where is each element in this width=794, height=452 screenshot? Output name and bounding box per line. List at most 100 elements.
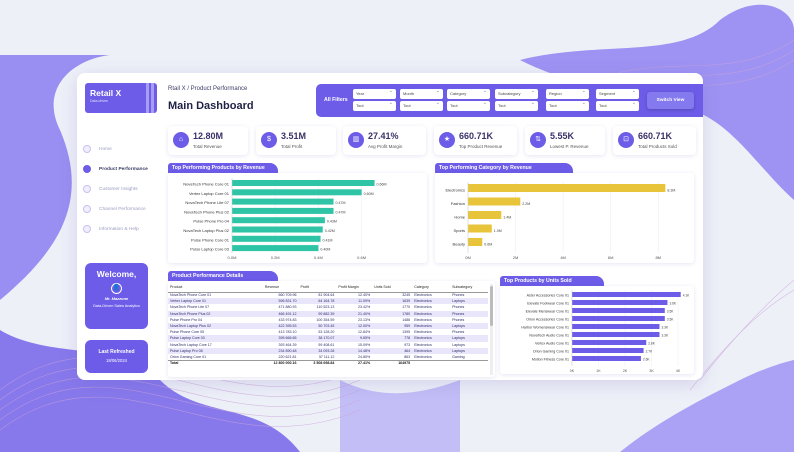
table-cell: Gaming [452, 354, 465, 359]
table-row[interactable]: NovaTech Laptop Core 17 393 464.39 59 408.… [168, 342, 488, 348]
filter-value[interactable]: Tout [353, 100, 396, 111]
table-row[interactable]: NovaTech Laptop Plus 02 422 395.53 50 703.… [168, 322, 488, 330]
table-cell: Orion Gaming Core 01 [170, 354, 207, 359]
table-cell: 1639 [372, 298, 413, 305]
data-label: 0.42M [325, 229, 335, 233]
column-header[interactable]: Profit [298, 283, 337, 293]
app-logo[interactable]: Retail X Data-driven [85, 83, 157, 113]
sidebar: Retail X Data-driven Home Product Perfor… [77, 73, 157, 380]
table-cell: Electronics [412, 322, 451, 330]
bar [232, 235, 321, 242]
column-header[interactable]: Revenue [262, 283, 299, 293]
column-header[interactable]: Subcategory [450, 283, 488, 293]
product-details-table: Product Revenue Profit Profit Margin Uni… [168, 283, 488, 367]
table-total-cell: 3 508 698.84 [298, 359, 337, 367]
column-header[interactable]: Units Sold [372, 283, 413, 293]
kpi-label: Top Product Revenue [459, 144, 503, 149]
kpi-label: Avg Profit Margin [368, 144, 403, 149]
user-avatar-icon[interactable]: 👤 [111, 283, 122, 294]
table-cell: 413 783.10 [278, 330, 297, 335]
table-total-cell [450, 359, 488, 367]
category-label: Fashion [451, 201, 465, 206]
bar [572, 348, 644, 353]
sidebar-item-label: Customer Insights [99, 186, 138, 192]
bar [572, 292, 681, 297]
table-cell: Pulse Laptop Pro 08 [168, 347, 263, 354]
table-cell: 1780 [372, 310, 413, 317]
kpi-value: 660.71K [638, 131, 673, 141]
table-row[interactable]: NovaTech Phone Core 01 660 709.96 81 904.6… [168, 292, 488, 298]
sidebar-item-home[interactable]: Home [83, 139, 157, 159]
table-cell: 660 709.96 [278, 293, 297, 298]
filter-value[interactable]: Tout [546, 100, 589, 111]
filter-value[interactable]: Tout [596, 100, 639, 111]
table-cell: 38 170.07 [298, 335, 337, 342]
filter-value[interactable]: Tout [400, 100, 443, 111]
table-cell: 12.84% [357, 330, 371, 335]
data-label: 3.3K [661, 326, 668, 330]
scrollbar-thumb[interactable] [490, 286, 493, 326]
last-refreshed-card: Last Refreshed 18/06/2024 [85, 340, 148, 373]
table-cell: 50 703.45 [298, 322, 337, 330]
switch-view-button[interactable]: Switch View [647, 92, 694, 109]
sidebar-item-product-performance[interactable]: Product Performance [83, 159, 157, 179]
table-cell: Phones [452, 305, 465, 310]
sidebar-item-label: Channel Performance [99, 206, 146, 212]
sidebar-item-label: Information & Help [99, 226, 139, 232]
table-cell: Electronics [412, 310, 451, 317]
table-cell: 393 464.39 [278, 342, 297, 347]
filter-name: Month [400, 88, 443, 99]
table-scrollbar[interactable] [490, 284, 493, 375]
bar [572, 332, 660, 337]
table-row[interactable]: Pulse Laptop Pro 08 234 890.48 34 093.28 14… [168, 347, 488, 354]
column-header[interactable]: Product [168, 283, 263, 293]
table-row[interactable]: Pulse Phone Pro 04 433 974.83 100 354.59 23… [168, 317, 488, 323]
column-header[interactable]: Profit Margin [336, 283, 373, 293]
filter-name: Subcategory [495, 88, 538, 99]
data-label: 0.41M [323, 238, 333, 242]
table-cell: 1395 [402, 330, 411, 335]
table-row[interactable]: Vertex Laptop Core 01 596 831.70 64 164.78… [168, 298, 488, 305]
sidebar-item-channel-performance[interactable]: Channel Performance [83, 199, 157, 219]
tick-label: 6M [608, 255, 614, 260]
filter-year[interactable]: Year Tout [353, 88, 396, 111]
table-row[interactable]: NovaTech Phone Plus 02 466 491.12 99 882.3… [168, 310, 488, 317]
table-cell: 9.65% [336, 335, 373, 342]
bar [232, 198, 334, 205]
sidebar-nav: Home Product Performance Customer Insigh… [83, 139, 157, 239]
filter-subcategory[interactable]: Subcategory Tout [495, 88, 538, 111]
bar [232, 226, 323, 233]
table-row[interactable]: Orion Gaming Core 01 220 621.81 57 111.12 2… [168, 354, 488, 360]
table-cell: 81 904.64 [318, 293, 335, 298]
tick-label: 0.2M [271, 255, 280, 260]
filter-category[interactable]: Category Tout [447, 88, 490, 111]
bar [468, 211, 502, 219]
money-icon: $ [261, 132, 277, 148]
table-cell: 34 093.28 [298, 347, 337, 354]
filter-value[interactable]: Tout [495, 100, 538, 111]
sidebar-item-information-help[interactable]: Information & Help [83, 219, 157, 239]
table-cell: 395 666.65 [262, 335, 299, 342]
data-label: 0.40M [320, 248, 330, 252]
tick-label: 4K [676, 369, 681, 373]
sidebar-item-customer-insights[interactable]: Customer Insights [83, 179, 157, 199]
category-label: Orion Gaming Core 01 [533, 350, 569, 354]
table-cell: 422 395.53 [262, 322, 299, 330]
welcome-title: Welcome, [96, 269, 137, 279]
refresh-title: Last Refreshed [98, 349, 135, 355]
table-row[interactable]: Pulse Laptop Core 03 395 666.65 38 170.07 9… [168, 335, 488, 342]
bar-chart-icon: ▥ [348, 132, 364, 148]
table-row[interactable]: Pulse Phone Core 05 413 783.10 53 128.20 12… [168, 329, 488, 335]
filter-segment[interactable]: Segment Tout [596, 88, 639, 111]
data-label: 8.3M [667, 189, 675, 193]
column-header[interactable]: Category [412, 283, 451, 293]
table-row[interactable]: NovaTech Phone Lite 07 471 880.93 110 523.… [168, 304, 488, 310]
table-cell: Laptops [450, 347, 488, 354]
kpi-label: Total Products Sold [638, 144, 677, 149]
sidebar-item-label: Product Performance [99, 166, 148, 172]
tick-label: 2M [513, 255, 519, 260]
filter-value[interactable]: Tout [447, 100, 490, 111]
filter-month[interactable]: Month Tout [400, 88, 443, 111]
filter-region[interactable]: Region Tout [546, 88, 589, 111]
customer-icon [83, 185, 91, 193]
